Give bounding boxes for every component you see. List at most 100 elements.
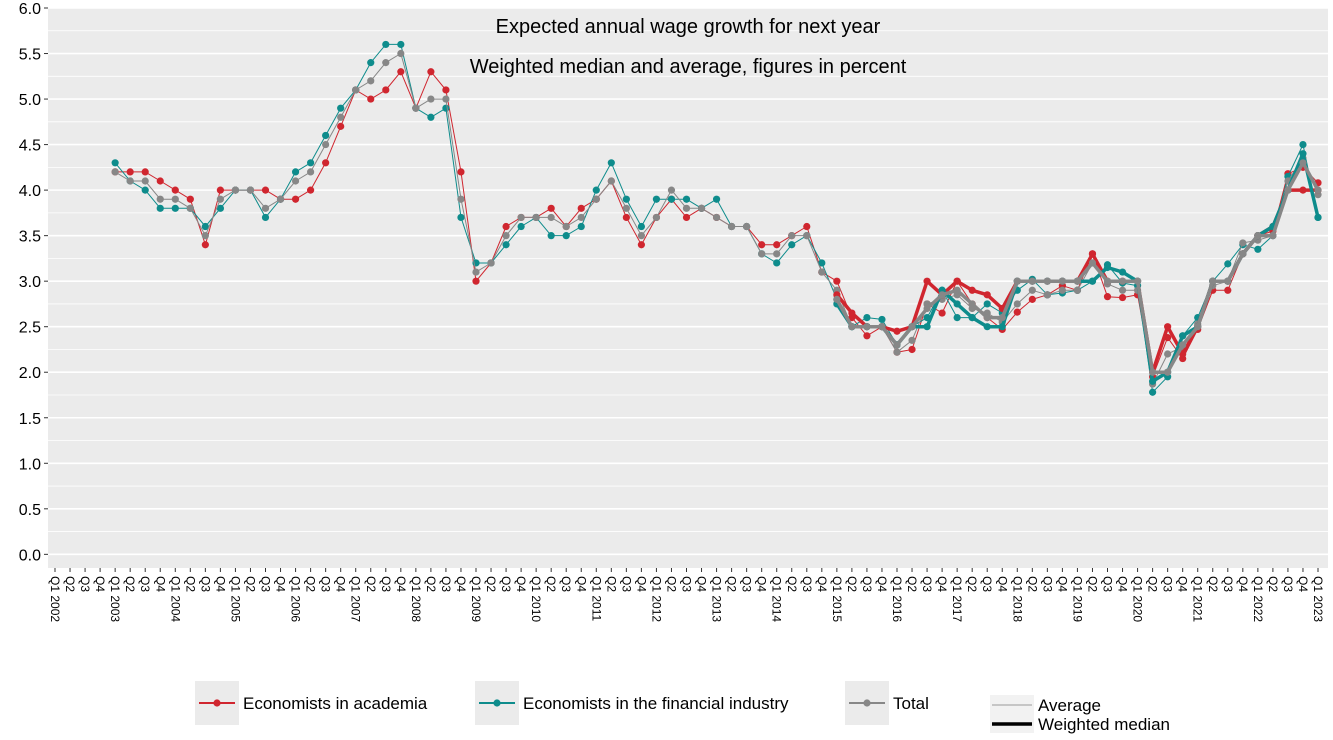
x-tick-label: Q3 xyxy=(740,576,754,592)
x-tick-label: Q3 xyxy=(499,576,513,592)
data-point xyxy=(893,327,901,335)
data-point xyxy=(923,304,931,313)
plot-area: 0.0 0.5 1.0 1.5 2.0 2.5 3.0 3.5 4.0 4.5 5.0 5.5 6.0 Q… xyxy=(19,1,1328,622)
data-point xyxy=(893,348,901,356)
x-tick-label: Q2 xyxy=(1085,576,1099,592)
data-point xyxy=(863,313,871,322)
data-point xyxy=(923,277,931,285)
data-point xyxy=(472,277,480,285)
x-tick-label: Q1 2018 xyxy=(1010,576,1024,622)
data-point xyxy=(337,122,345,130)
x-tick-label: Q2 xyxy=(785,576,799,592)
x-tick-label: Q4 xyxy=(394,576,408,592)
data-point xyxy=(923,323,931,331)
data-point xyxy=(637,232,645,240)
data-point xyxy=(337,113,345,121)
data-point xyxy=(652,213,661,222)
data-point xyxy=(1043,291,1051,299)
data-point xyxy=(1088,259,1097,267)
x-tick-label: Q3 xyxy=(1281,576,1295,592)
data-point xyxy=(712,213,721,222)
y-tick-label: 4.5 xyxy=(19,138,41,155)
data-point xyxy=(457,213,465,222)
data-point xyxy=(261,204,270,212)
x-tick-label: Q1 2022 xyxy=(1251,576,1265,622)
x-tick-label: Q2 xyxy=(1266,576,1280,592)
data-point xyxy=(547,213,555,222)
data-point xyxy=(788,241,796,249)
data-point xyxy=(1118,277,1127,285)
x-tick-label: Q3 xyxy=(800,576,814,592)
data-point xyxy=(773,259,781,267)
data-point xyxy=(953,277,961,285)
x-tick-label: Q4 xyxy=(1296,576,1310,592)
plot-background xyxy=(48,8,1328,568)
x-tick-label: Q4 xyxy=(1116,576,1130,592)
data-point xyxy=(517,213,525,222)
data-point xyxy=(758,250,766,258)
data-point xyxy=(1209,277,1217,285)
x-tick-label: Q2 xyxy=(424,576,438,592)
data-point xyxy=(1103,293,1112,301)
data-point xyxy=(141,186,149,194)
data-point xyxy=(141,168,149,176)
data-point xyxy=(953,300,961,308)
x-tick-label: Q2 xyxy=(123,576,137,592)
x-tick-label: Q1 2008 xyxy=(409,576,423,622)
x-tick-label: Q2 xyxy=(243,576,257,592)
x-tick-label: Q4 xyxy=(334,576,348,592)
data-point xyxy=(111,168,119,176)
legend-label: Total xyxy=(893,694,929,713)
data-point xyxy=(1088,277,1097,285)
data-point xyxy=(111,159,119,167)
data-point xyxy=(502,232,510,240)
x-tick-label: Q2 xyxy=(845,576,859,592)
data-point xyxy=(788,232,796,240)
x-tick-label: Q4 xyxy=(93,576,107,592)
data-point xyxy=(427,95,435,103)
data-point xyxy=(637,222,645,231)
x-tick-label: Q4 xyxy=(935,576,949,592)
data-point xyxy=(893,341,901,349)
data-point xyxy=(382,86,390,94)
legend-label: Economists in academia xyxy=(243,694,428,713)
data-point xyxy=(577,222,585,231)
x-tick-label: Q1 2014 xyxy=(770,576,784,622)
data-point xyxy=(1164,323,1172,331)
data-point xyxy=(397,68,405,76)
x-tick-label: Q4 xyxy=(1176,576,1190,592)
data-point xyxy=(833,277,841,285)
x-tick-label: Q2 xyxy=(484,576,498,592)
data-point xyxy=(156,177,164,185)
x-tick-label: Q1 2020 xyxy=(1131,576,1145,622)
data-point xyxy=(367,95,375,103)
data-point xyxy=(938,291,946,299)
x-tick-label: Q1 2011 xyxy=(589,576,603,621)
data-point xyxy=(592,195,600,203)
data-point xyxy=(848,323,856,331)
data-point xyxy=(758,241,766,249)
data-point xyxy=(607,159,615,167)
data-point xyxy=(908,345,916,354)
data-point xyxy=(1254,232,1262,240)
data-point xyxy=(1118,286,1127,294)
x-tick-label: Q3 xyxy=(138,576,152,592)
x-tick-label: Q2 xyxy=(1206,576,1220,592)
data-point xyxy=(171,186,179,194)
x-tick-label: Q3 xyxy=(619,576,633,592)
data-point xyxy=(968,300,976,308)
data-point xyxy=(622,204,630,212)
data-point xyxy=(983,300,991,308)
data-point xyxy=(186,204,194,212)
data-point xyxy=(968,313,976,322)
x-tick-label: Q1 2013 xyxy=(710,576,724,622)
data-point xyxy=(998,323,1006,331)
x-tick-label: Q2 xyxy=(965,576,979,592)
x-tick-label: Q3 xyxy=(680,576,694,592)
data-point xyxy=(622,213,630,222)
data-point xyxy=(216,186,224,194)
data-point xyxy=(1028,295,1036,303)
data-point xyxy=(848,309,856,317)
data-point xyxy=(592,186,600,194)
data-point xyxy=(457,195,465,203)
